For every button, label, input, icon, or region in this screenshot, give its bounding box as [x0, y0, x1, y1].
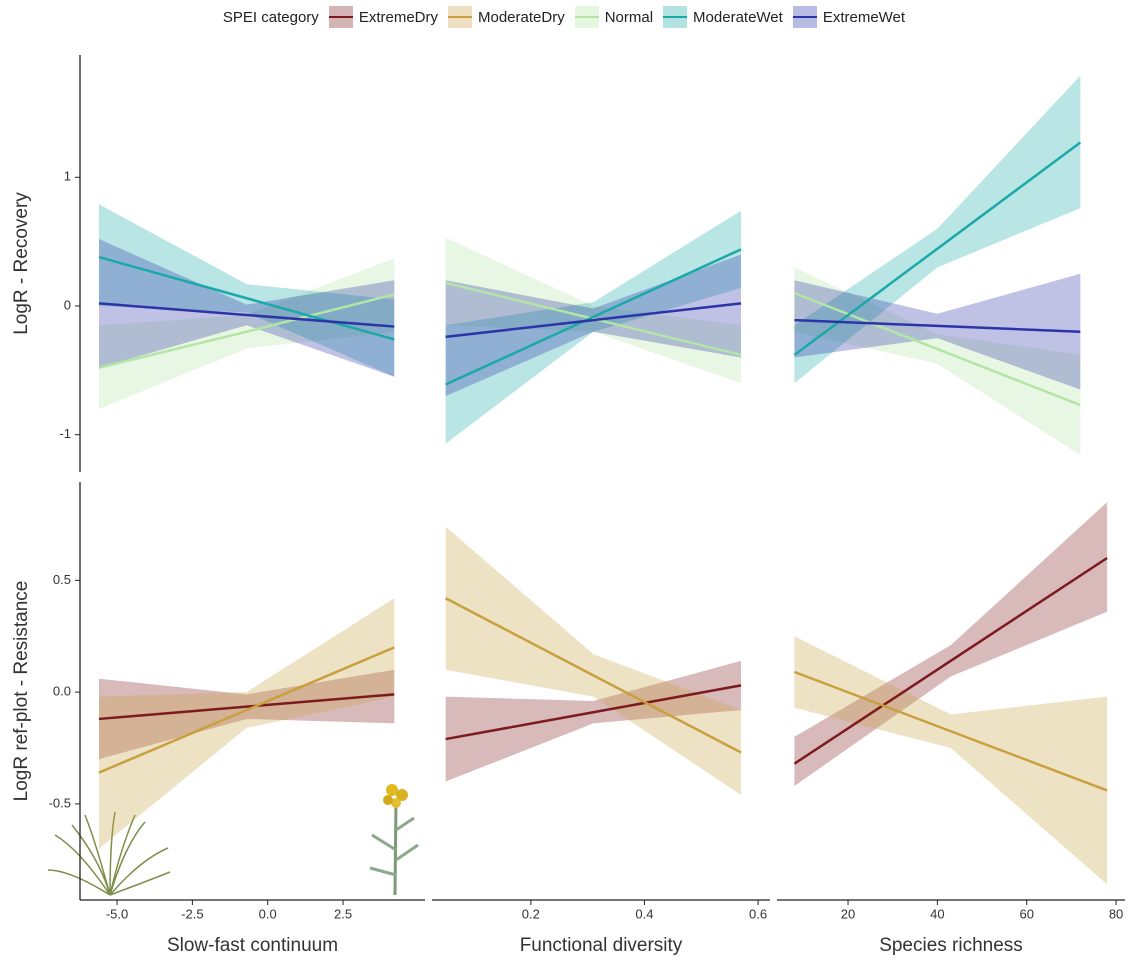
legend-label: ExtremeWet [822, 8, 906, 26]
x-tick-label: 2.5 [334, 906, 352, 921]
x-tick-label: 0.2 [522, 906, 540, 921]
regression-line [98, 255, 395, 341]
regression-line [793, 670, 1108, 792]
y-tick-label: 0.0 [53, 684, 71, 699]
confidence-band [98, 258, 395, 409]
confidence-band [445, 660, 742, 782]
legend-item: ModerateDry [448, 6, 565, 28]
confidence-band [445, 237, 742, 384]
regression-line [445, 597, 742, 754]
regression-line [98, 693, 395, 721]
y-tick-label: -0.5 [49, 795, 71, 810]
confidence-band [794, 636, 1108, 885]
x-tick-label: 20 [841, 906, 855, 921]
legend-item: Normal [574, 6, 654, 28]
y-tick-label: 0 [64, 297, 71, 312]
legend-swatch [792, 6, 817, 28]
x-axis-label: Slow-fast continuum [167, 935, 338, 956]
confidence-band [445, 254, 742, 397]
x-tick-label: 40 [930, 906, 944, 921]
x-tick-label: 0.6 [749, 906, 767, 921]
legend-swatch [448, 6, 472, 28]
grass-illustration [47, 811, 171, 896]
regression-line [98, 646, 395, 774]
legend-label: Normal [604, 8, 654, 26]
x-tick-label: -5.0 [106, 906, 128, 921]
regression-line [445, 684, 742, 741]
x-axis-label: Functional diversity [520, 935, 683, 956]
confidence-band [794, 273, 1081, 390]
flower-illustration [369, 784, 419, 896]
confidence-band [445, 210, 742, 444]
legend-item: ModerateWet [663, 6, 783, 28]
y-tick-label: 0.5 [53, 572, 71, 587]
regression-line [793, 556, 1108, 765]
confidence-band [98, 239, 395, 377]
confidence-band [98, 598, 395, 849]
confidence-band [98, 204, 395, 377]
regression-line [445, 281, 742, 357]
y-axis-label: LogR ref-plot - Resistance [11, 581, 32, 802]
legend-title: SPEI category [222, 8, 319, 26]
legend-item: ExtremeWet [792, 6, 906, 28]
regression-line [98, 293, 395, 369]
x-tick-label: 60 [1019, 906, 1033, 921]
confidence-band [794, 267, 1081, 456]
y-tick-label: 1 [64, 169, 71, 184]
y-axis-label: LogR - Recovery [11, 192, 32, 335]
y-tick-label: -1 [59, 426, 71, 441]
regression-line [445, 302, 742, 339]
confidence-band [794, 75, 1081, 384]
x-tick-label: -2.5 [181, 906, 203, 921]
x-tick-label: 80 [1109, 906, 1123, 921]
legend-label: ModerateDry [478, 8, 565, 26]
legend-label: ExtremeDry [358, 8, 438, 26]
legend-label: ModerateWet [693, 8, 783, 26]
x-tick-label: 0.4 [635, 906, 653, 921]
regression-line [794, 318, 1081, 333]
legend-swatch [663, 6, 688, 28]
confidence-band [98, 669, 395, 760]
regression-line [793, 141, 1082, 356]
confidence-band [445, 526, 742, 795]
legend: SPEI category ExtremeDry ModerateDry Norma… [0, 6, 1128, 28]
legend-swatch [328, 6, 353, 28]
regression-line [445, 248, 742, 386]
legend-item: ExtremeDry [328, 6, 438, 28]
regression-line [98, 302, 395, 328]
x-axis-label: Species richness [879, 935, 1023, 956]
legend-swatch [574, 6, 599, 28]
x-tick-label: 0.0 [259, 906, 277, 921]
confidence-band [794, 502, 1108, 786]
regression-line [793, 291, 1081, 407]
